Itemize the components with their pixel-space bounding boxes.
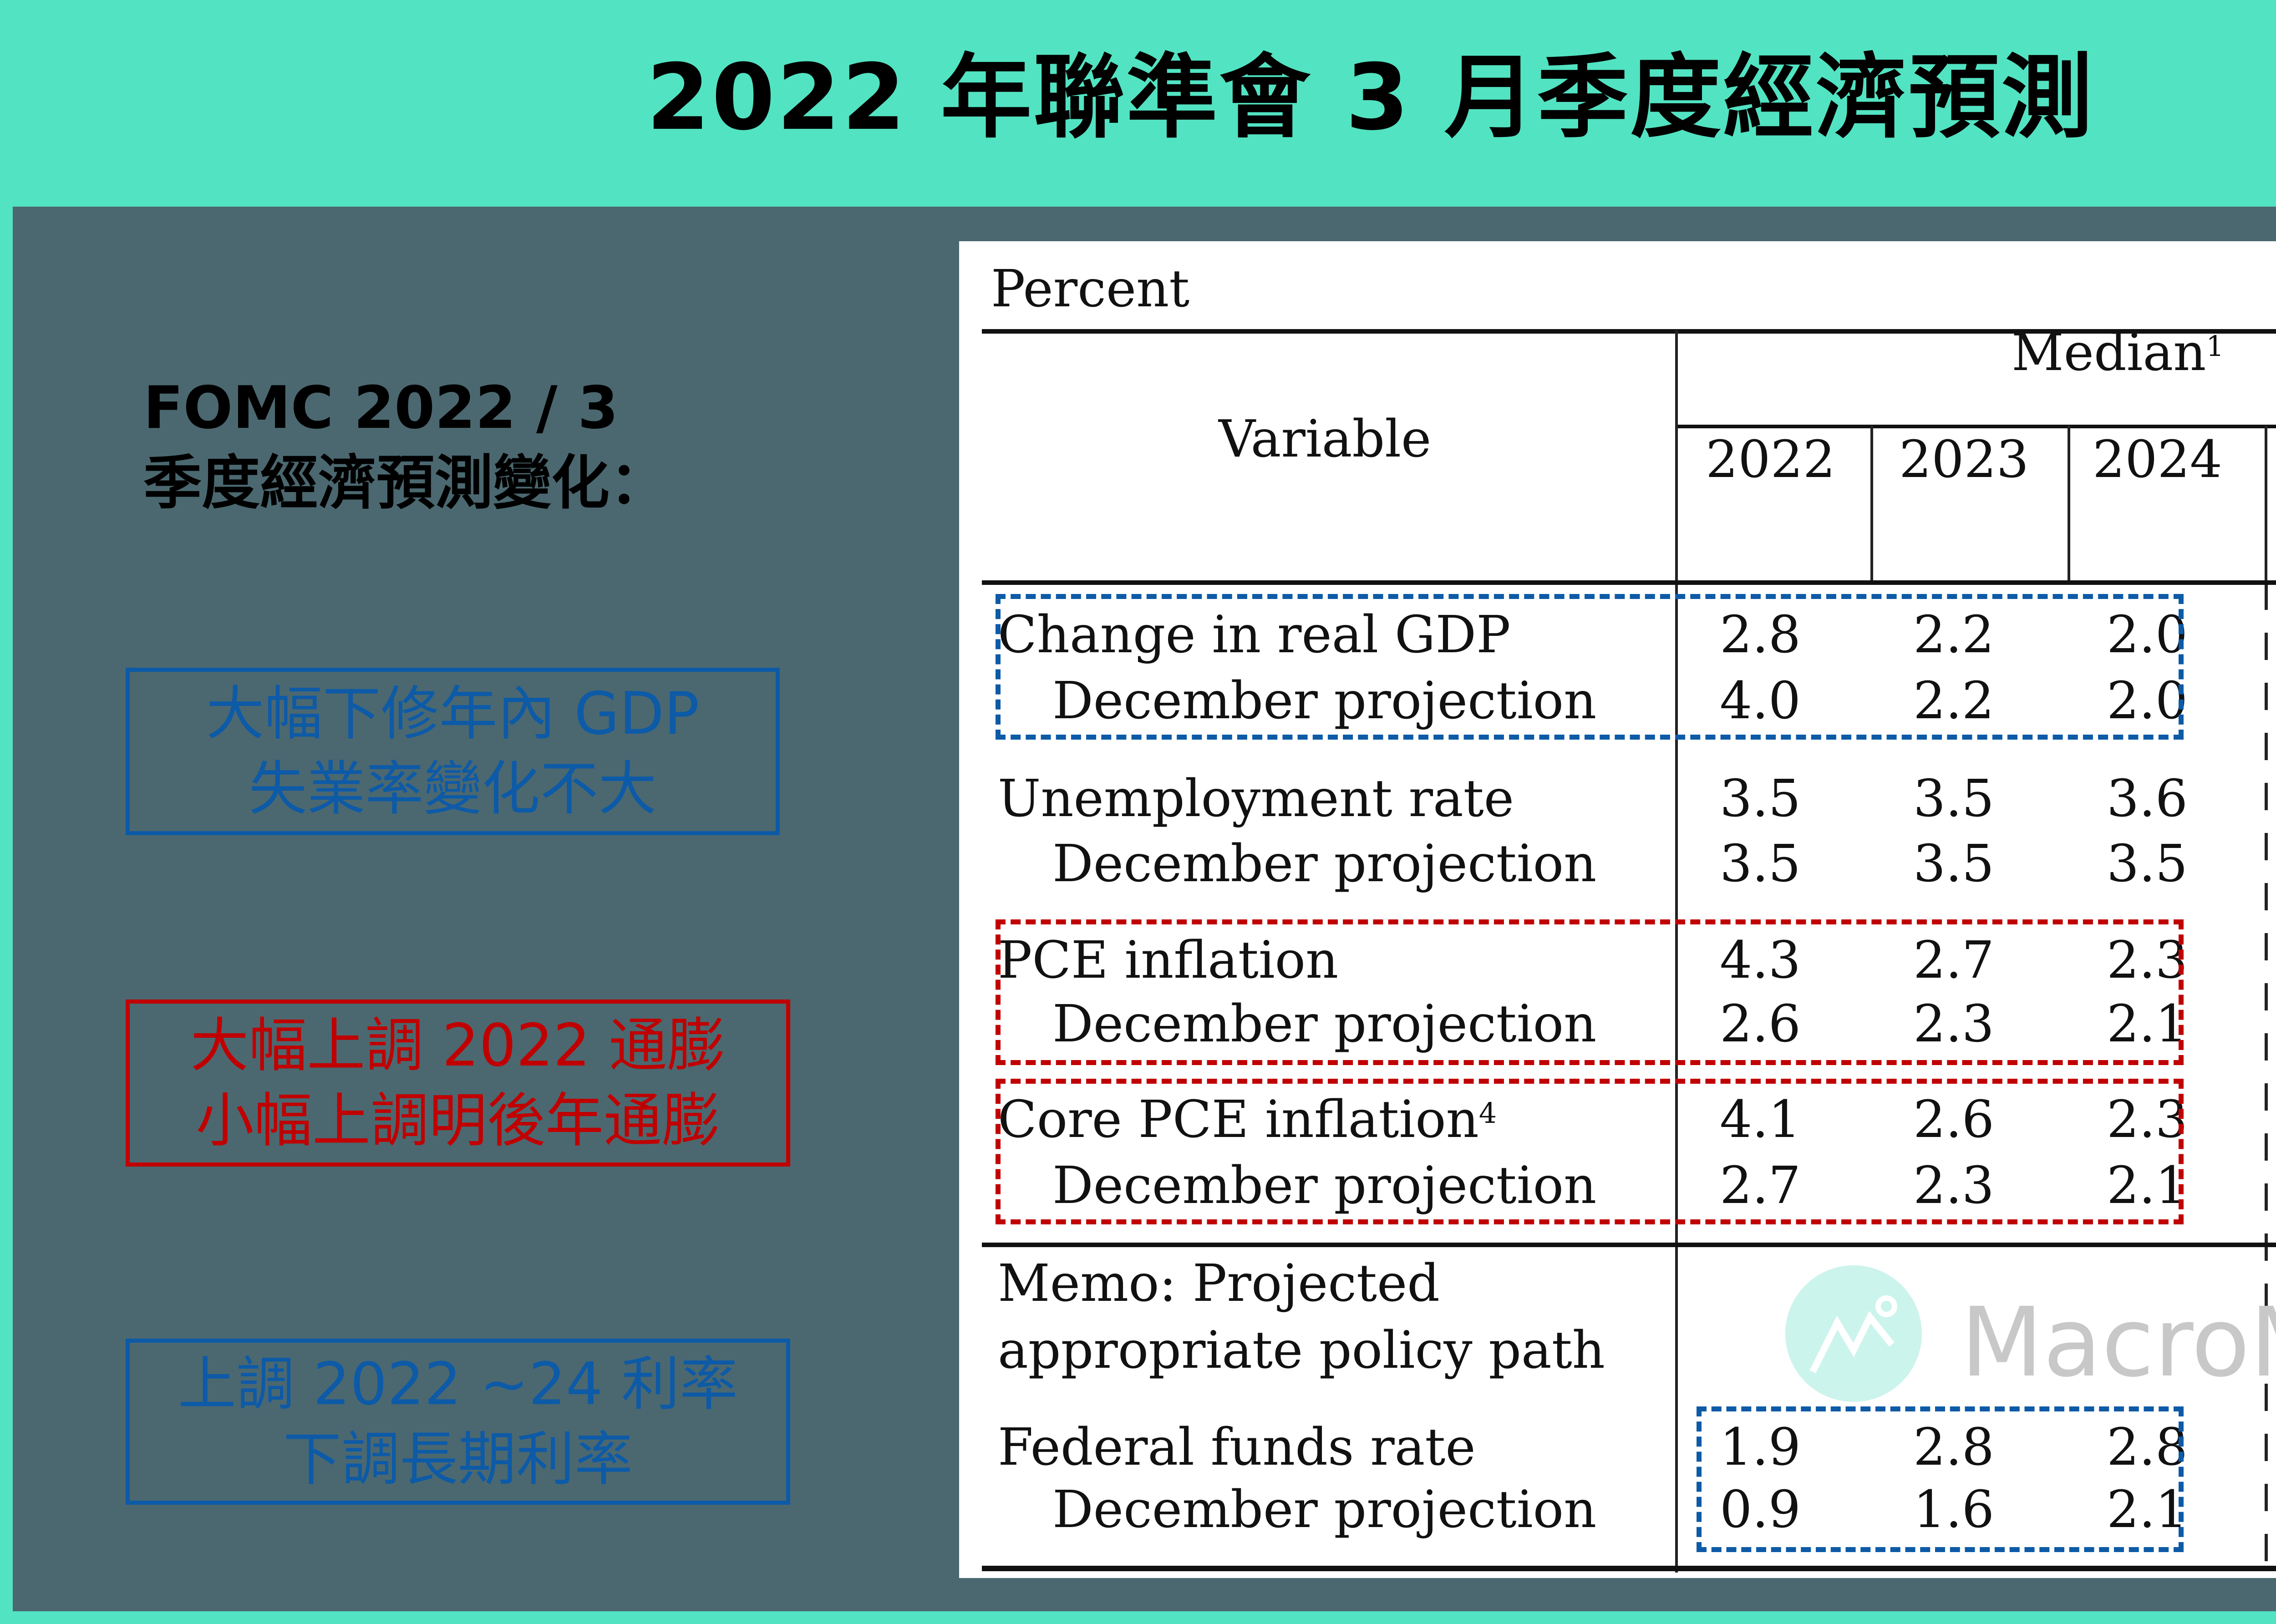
row-label: PCE inflation xyxy=(998,931,1339,990)
footnote-marker: 1 xyxy=(2206,330,2224,363)
section-subtitle: FOMC 2022 / 3 季度經濟預測變化： xyxy=(143,370,668,521)
cell: 1.6 xyxy=(1913,1480,1995,1539)
note-line: 上調 2022 ~24 利率 xyxy=(178,1350,738,1418)
cell: 2.6 xyxy=(1913,1090,1995,1149)
column-divider xyxy=(1675,330,1678,1573)
row-label: Federal funds rate xyxy=(998,1418,1476,1477)
header-band: 2022 年聯準會 3 月季度經濟預測 xyxy=(0,0,2276,207)
year-header-2022: 2022 xyxy=(1706,430,1836,489)
cell: 2.3 xyxy=(1913,1156,1995,1215)
highlight-box-gdp xyxy=(996,594,2184,740)
longer-run-dashed-divider xyxy=(2265,583,2268,1573)
year-header-2024: 2024 xyxy=(2093,430,2223,489)
cell: 3.5 xyxy=(1719,769,1801,828)
column-divider xyxy=(2265,426,2267,583)
cell: 2.2 xyxy=(1913,671,1995,731)
row-label: December projection xyxy=(1052,995,1597,1054)
row-label: December projection xyxy=(1052,1156,1597,1215)
footnote-marker: 4 xyxy=(1478,1096,1497,1130)
cell: 2.8 xyxy=(2106,1418,2188,1477)
bottom-rule xyxy=(982,1566,2276,1571)
cell: 2.0 xyxy=(2106,605,2188,665)
page-title: 2022 年聯準會 3 月季度經濟預測 xyxy=(646,45,2094,151)
cell: 3.5 xyxy=(1913,834,1995,893)
cell: 2.1 xyxy=(2106,995,2188,1054)
note-interest-rate: 上調 2022 ~24 利率 下調長期利率 xyxy=(126,1339,790,1505)
note-gdp-unemployment: 大幅下修年內 GDP 失業率變化不大 xyxy=(126,668,780,835)
note-line: 小幅上調明後年通膨 xyxy=(195,1086,720,1155)
highlight-box-core-pce xyxy=(996,1079,2184,1224)
cell: 0.9 xyxy=(1719,1480,1801,1539)
memo-line-1: Memo: Projected xyxy=(998,1254,1440,1313)
note-line: 下調長期利率 xyxy=(283,1425,633,1493)
cell: 4.3 xyxy=(1719,931,1801,990)
highlight-box-fed-funds xyxy=(1697,1406,2184,1552)
memo-rule xyxy=(982,1243,2276,1247)
watermark-text: MacroMicro xyxy=(1961,1287,2276,1398)
cell: 2.8 xyxy=(1719,605,1801,665)
header-rule xyxy=(982,580,2276,585)
note-inflation: 大幅上調 2022 通膨 小幅上調明後年通膨 xyxy=(126,1000,790,1167)
row-label: December projection xyxy=(1052,834,1597,893)
cell: 2.0 xyxy=(2106,671,2188,731)
cell: 2.1 xyxy=(2106,1480,2188,1539)
subtitle-line-2: 季度經濟預測變化： xyxy=(143,449,668,517)
cell: 2.3 xyxy=(2106,1090,2188,1149)
cell: 2.2 xyxy=(1913,605,1995,665)
cell: 3.5 xyxy=(1913,769,1995,828)
content-panel: FOMC 2022 / 3 季度經濟預測變化： 大幅下修年內 GDP 失業率變化… xyxy=(13,207,2276,1611)
row-label: Change in real GDP xyxy=(998,605,1511,665)
cell: 2.7 xyxy=(1719,1156,1801,1215)
memo-line-2: appropriate policy path xyxy=(998,1321,1605,1380)
cell: 3.5 xyxy=(2106,834,2188,893)
median-rule xyxy=(1677,425,2276,428)
cell: 3.6 xyxy=(2106,769,2188,828)
cell: 2.7 xyxy=(1913,931,1995,990)
cell: 2.3 xyxy=(1913,995,1995,1054)
macromicro-logo-icon xyxy=(1785,1265,1922,1402)
top-rule xyxy=(982,329,2276,334)
cell: 3.5 xyxy=(1719,834,1801,893)
row-label: December projection xyxy=(1052,671,1597,731)
cell: 2.3 xyxy=(2106,931,2188,990)
cell: 2.8 xyxy=(1913,1418,1995,1477)
note-line: 失業率變化不大 xyxy=(249,755,657,823)
variable-header: Variable xyxy=(1219,410,1432,469)
highlight-box-pce xyxy=(996,919,2184,1065)
column-divider xyxy=(2068,426,2070,583)
note-line: 大幅下修年內 GDP xyxy=(206,680,700,748)
note-line: 大幅上調 2022 通膨 xyxy=(190,1011,726,1080)
subtitle-line-1: FOMC 2022 / 3 xyxy=(143,374,619,442)
row-label: Core PCE inflation4 xyxy=(998,1090,1497,1149)
cell: 1.9 xyxy=(1719,1418,1801,1477)
row-label: Unemployment rate xyxy=(998,769,1514,828)
chart-glyph-icon xyxy=(1809,1295,1897,1374)
cell: 4.1 xyxy=(1719,1090,1801,1149)
column-divider xyxy=(1870,426,1873,583)
year-header-2023: 2023 xyxy=(1899,430,2029,489)
cell: 4.0 xyxy=(1719,671,1801,731)
median-header: Median1 xyxy=(2012,323,2224,382)
cell: 2.6 xyxy=(1719,995,1801,1054)
projection-table: Percent Variable Median1 2022 2023 2024 … xyxy=(959,241,2276,1578)
row-label: December projection xyxy=(1052,1480,1597,1539)
cell: 2.1 xyxy=(2106,1156,2188,1215)
unit-label: Percent xyxy=(991,259,1190,319)
